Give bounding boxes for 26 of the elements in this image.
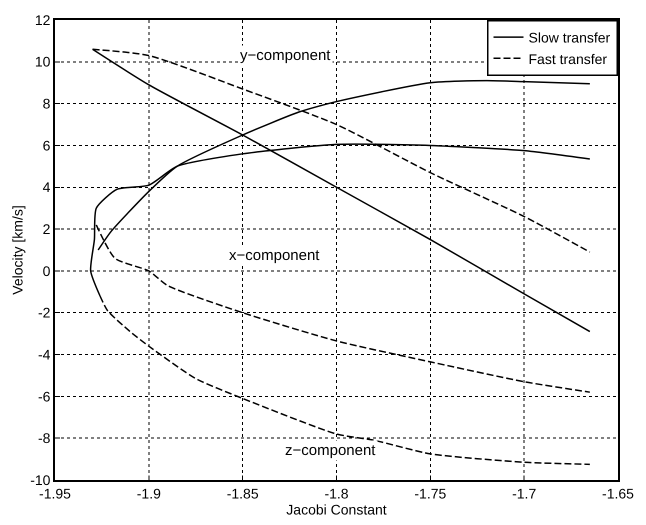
y-tick-label: 2 (42, 220, 51, 237)
annotation: y−component (240, 47, 332, 64)
y-tick-label: -8 (38, 430, 51, 446)
x-tick-label: -1.8 (324, 486, 349, 502)
y-tick-label: -2 (38, 304, 51, 321)
y-tick-label: 0 (42, 262, 51, 279)
legend-label: Fast transfer (528, 50, 608, 67)
x-tick-label: -1.75 (414, 486, 446, 502)
x-tick-label: -1.85 (226, 486, 259, 502)
y-tick-label: -6 (38, 388, 51, 404)
y-tick-label: 12 (34, 12, 51, 28)
x-tick-label: -1.95 (39, 486, 72, 502)
legend-label: Slow transfer (528, 30, 611, 46)
x-tick-label: -1.65 (602, 486, 634, 502)
y-axis-title: Velocity [km/s] (9, 205, 26, 295)
y-tick-label: 10 (34, 54, 51, 70)
x-tick-label: -1.7 (512, 486, 536, 502)
x-tick-label: -1.9 (136, 486, 162, 502)
y-tick-label: 4 (42, 179, 51, 196)
y-tick-label: 8 (42, 96, 51, 112)
y-tick-label: -4 (38, 346, 51, 362)
annotation: z−component (285, 442, 376, 459)
annotation: x−component (229, 247, 320, 264)
y-tick-label: 6 (42, 137, 51, 154)
y-tick-label: -10 (30, 472, 51, 488)
x-axis-title: Jacobi Constant (286, 502, 387, 518)
